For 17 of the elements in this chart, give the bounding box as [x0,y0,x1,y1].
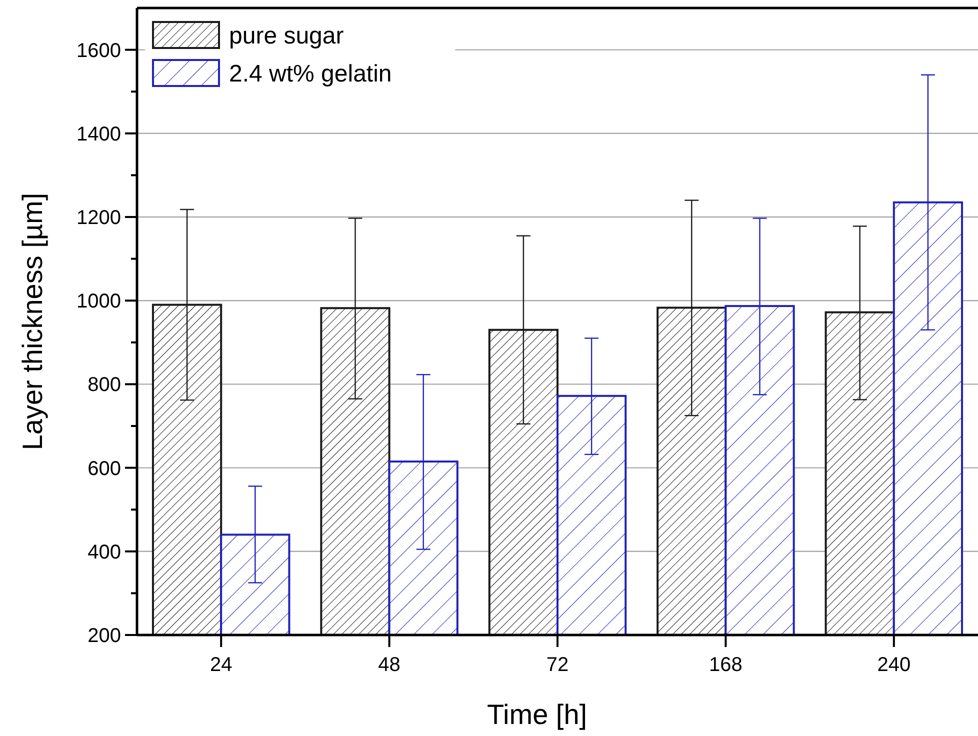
y-axis-title: Layer thickness [µm] [17,192,48,450]
y-tick-label: 600 [88,458,121,480]
legend-label: 2.4 wt% gelatin [229,60,392,88]
x-tick-label: 72 [546,654,569,676]
legend-label: pure sugar [229,22,344,50]
x-axis-title: Time [h] [486,699,588,730]
y-tick-label: 1200 [76,207,121,229]
y-tick-label: 400 [88,541,121,564]
x-tick-label: 24 [210,654,232,676]
x-tick-label: 48 [378,654,400,676]
y-tick-label: 200 [88,625,121,647]
x-tick-label: 240 [877,654,911,676]
y-tick-label: 800 [88,374,121,396]
y-tick-label: 1600 [76,40,121,62]
y-tick-label: 1400 [76,123,121,146]
x-tick-label: 168 [709,654,742,676]
y-tick-label: 1000 [76,290,121,313]
